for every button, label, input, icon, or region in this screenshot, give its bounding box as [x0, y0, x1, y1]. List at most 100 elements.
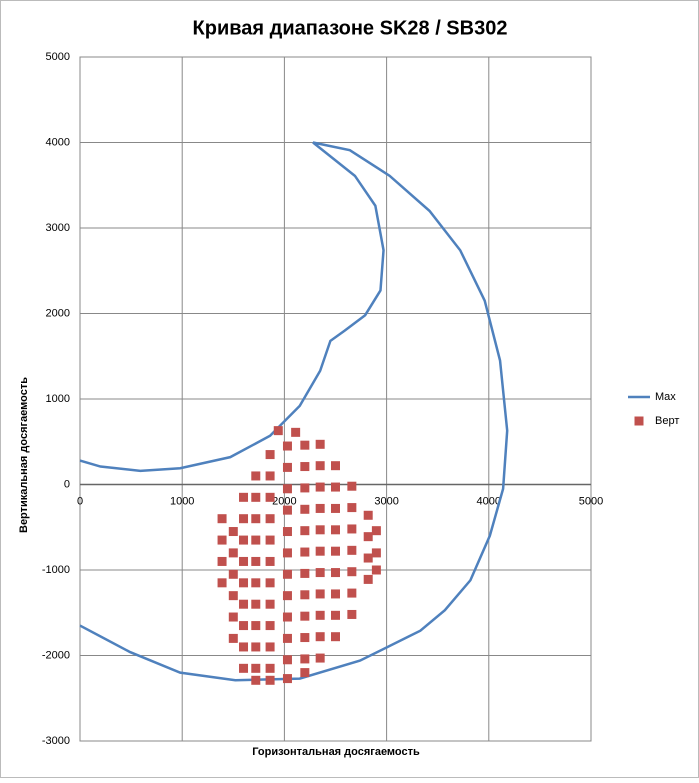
scatter-point [282, 591, 292, 601]
scatter-point [300, 568, 310, 578]
scatter-point [282, 612, 292, 622]
scatter-point [371, 526, 381, 536]
scatter-point [282, 674, 292, 684]
scatter-point [265, 621, 275, 631]
scatter-point [315, 546, 325, 556]
scatter-point [300, 440, 310, 450]
scatter-point [265, 663, 275, 673]
scatter-point [300, 504, 310, 514]
scatter-point [347, 567, 357, 577]
x-tick-label: 3000 [374, 495, 398, 507]
scatter-point [347, 481, 357, 491]
scatter-point [251, 535, 261, 545]
scatter-point [331, 503, 340, 513]
scatter-point [239, 642, 249, 652]
scatter-point [282, 655, 292, 665]
scatter-point [228, 548, 238, 558]
scatter-point [282, 527, 292, 537]
x-tick-label: 1000 [170, 495, 194, 507]
x-tick-label: 4000 [477, 495, 501, 507]
scatter-point [300, 526, 310, 536]
scatter-point [331, 568, 340, 578]
scatter-point [251, 675, 261, 685]
scatter-point [228, 633, 238, 643]
scatter-point [251, 492, 261, 502]
y-tick-label: 0 [64, 478, 70, 490]
y-tick-label: 2000 [46, 307, 70, 319]
scatter-point [251, 599, 261, 609]
y-tick-label: 4000 [46, 136, 70, 148]
scatter-point [265, 535, 275, 545]
scatter-point [265, 599, 275, 609]
scatter-point [239, 492, 249, 502]
x-tick-label: 0 [77, 495, 83, 507]
scatter-point [300, 654, 310, 664]
scatter-point [282, 441, 292, 451]
scatter-point [273, 426, 283, 436]
y-tick-label: -1000 [42, 564, 70, 576]
scatter-point [239, 578, 249, 588]
scatter-point [331, 461, 340, 471]
scatter-point [239, 556, 249, 566]
y-tick-label: -3000 [42, 735, 70, 747]
legend-label: Верт [655, 415, 679, 427]
scatter-point [265, 492, 275, 502]
scatter-point [363, 532, 373, 542]
scatter-point [265, 578, 275, 588]
scatter-point [315, 589, 325, 599]
scatter-point [315, 610, 325, 620]
scatter-point [239, 663, 249, 673]
scatter-point [300, 547, 310, 557]
scatter-point [315, 568, 325, 578]
scatter-point [347, 609, 357, 619]
scatter-point [347, 503, 357, 513]
y-tick-label: 5000 [46, 51, 70, 63]
series-line [79, 141, 509, 682]
scatter-point [239, 535, 249, 545]
scatter-point [347, 545, 357, 555]
scatter-point [300, 668, 310, 678]
scatter-point [315, 632, 325, 642]
scatter-point [265, 450, 275, 460]
scatter-point [251, 514, 261, 524]
scatter-point [315, 503, 325, 513]
scatter-point [300, 590, 310, 600]
scatter-point [282, 633, 292, 643]
scatter-point [315, 482, 325, 492]
scatter-point [282, 548, 292, 558]
scatter-point [239, 514, 249, 524]
scatter-point [371, 548, 381, 558]
scatter-point [282, 484, 292, 494]
scatter-point [347, 524, 357, 534]
x-tick-label: 2000 [272, 495, 296, 507]
scatter-point [228, 569, 238, 579]
scatter-point [217, 535, 227, 545]
scatter-point [300, 462, 310, 472]
scatter-point [315, 461, 325, 471]
scatter-point [331, 632, 340, 642]
scatter-point [265, 471, 275, 481]
scatter-point [331, 589, 340, 599]
scatter-point [251, 642, 261, 652]
legend-label: Max [655, 391, 676, 403]
scatter-point [265, 556, 275, 566]
scatter-point [331, 546, 340, 556]
scatter-point [315, 439, 325, 449]
scatter-point [300, 483, 310, 493]
scatter-point [217, 578, 227, 588]
scatter-point [265, 642, 275, 652]
scatter-point [300, 611, 310, 621]
x-axis-title: Горизонтальная досягаемость [252, 746, 420, 758]
scatter-point [331, 610, 340, 620]
scatter-point [363, 574, 373, 584]
scatter-point [265, 514, 275, 524]
y-tick-label: 1000 [46, 393, 70, 405]
scatter-point [251, 621, 261, 631]
scatter-point [239, 599, 249, 609]
scatter-point [363, 553, 373, 563]
scatter-point [282, 462, 292, 472]
scatter-point [363, 510, 373, 520]
chart-title: Кривая диапазоне SK28 / SB302 [193, 17, 508, 39]
y-tick-label: -2000 [42, 649, 70, 661]
